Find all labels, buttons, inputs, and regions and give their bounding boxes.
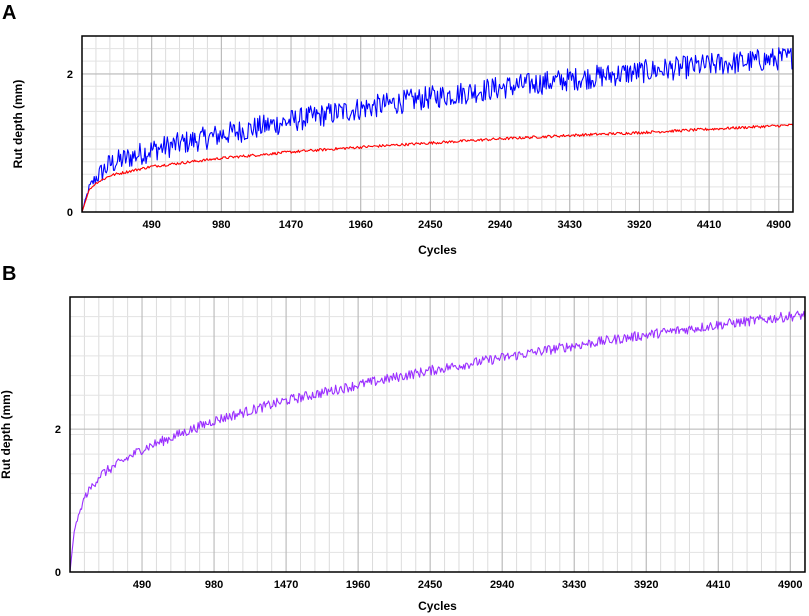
panel-letter-a: A [2,2,17,24]
x-tick-label: 2450 [418,579,442,591]
x-tick-label: 1470 [279,219,303,231]
x-axis-title: Cycles [418,243,457,257]
x-tick-label: 3920 [627,219,651,231]
y-axis-title: Rut depth (mm) [0,390,13,479]
x-tick-label: 490 [133,579,151,591]
x-tick-label: 980 [205,579,223,591]
x-tick-label: 980 [212,219,230,231]
x-tick-label: 3430 [558,219,582,231]
series-line-1 [69,310,806,573]
chart-a: 490 980 1470 1960 2450 2940 3430 3920 4410 4900 0 2… [11,35,794,257]
x-tick-label: 4410 [697,219,721,231]
chart-b: 490 980 1470 1960 2450 2940 3430 3920 4410 4900 0 2… [0,296,806,613]
series-line-1 [81,47,794,213]
x-tick-label: 490 [142,219,160,231]
y-tick-label: 0 [67,207,73,219]
x-tick-label: 2940 [488,219,512,231]
x-tick-label: 1960 [348,219,372,231]
x-axis-title: Cycles [418,599,457,613]
x-tick-label: 2940 [490,579,514,591]
y-axis-title: Rut depth (mm) [11,80,25,169]
x-tick-label: 4900 [767,219,791,231]
x-tick-label: 1960 [346,579,370,591]
y-tick-label: 2 [55,424,61,436]
series-line-2 [81,123,794,213]
plot-border [69,296,806,573]
x-tick-label: 3920 [634,579,658,591]
x-tick-label: 2450 [418,219,442,231]
y-tick-label: 2 [67,69,73,81]
x-tick-label: 4410 [706,579,730,591]
x-tick-label: 1470 [274,579,298,591]
plot-border [81,35,794,213]
x-tick-label: 3430 [562,579,586,591]
panel-letter-b: B [2,263,17,285]
y-tick-label: 0 [55,567,61,579]
x-tick-label: 4900 [778,579,802,591]
